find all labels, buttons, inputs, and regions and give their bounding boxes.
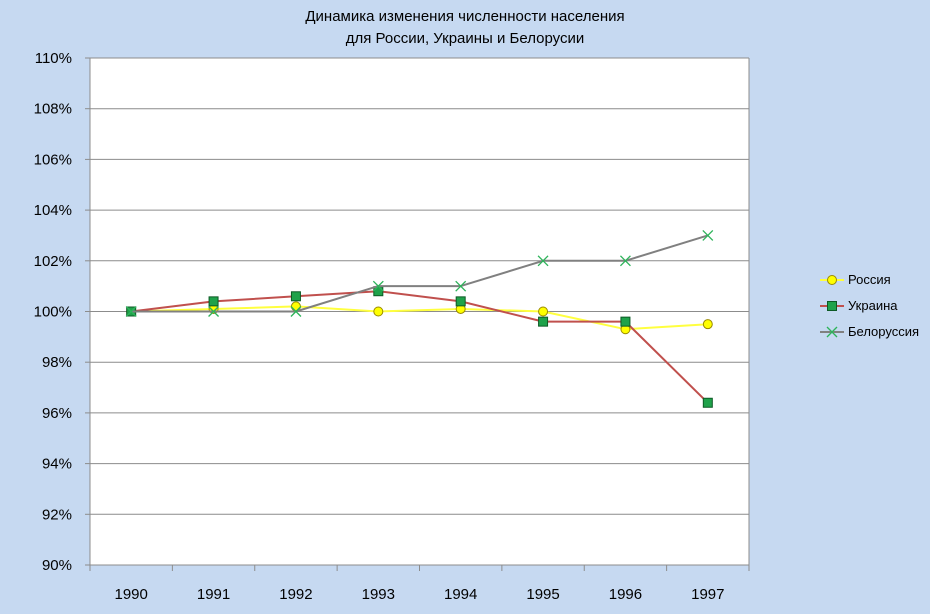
y-tick-label: 106%	[34, 151, 72, 168]
legend: Россия Украина Белоруссия	[820, 272, 919, 339]
legend-swatch-marker	[827, 275, 837, 285]
legend-swatch-marker	[827, 301, 837, 311]
series-3-point	[702, 229, 714, 241]
legend-label: Россия	[848, 272, 891, 287]
series-2-line	[131, 290, 709, 404]
x-tick-label: 1990	[115, 586, 148, 603]
y-tick-label: 92%	[42, 506, 72, 523]
series-1-point	[373, 306, 384, 317]
series-2-point	[620, 316, 631, 327]
series-2-point	[702, 397, 713, 408]
series-3-point	[290, 306, 302, 317]
y-tick-label: 94%	[42, 456, 72, 473]
series-3-line	[131, 234, 709, 313]
x-tick-label: 1991	[197, 586, 230, 603]
series-3-point	[125, 306, 137, 317]
legend-item: Россия	[820, 272, 891, 287]
marker-stroke	[290, 306, 302, 317]
legend-label: Украина	[848, 298, 898, 313]
series-3-point	[619, 255, 631, 267]
legend-label: Белоруссия	[848, 324, 919, 339]
y-axis-tick-labels: 90% 92% 94% 96% 98% 100% 102% 104% 106% 108% 110%	[34, 50, 72, 574]
y-tick-label: 90%	[42, 557, 72, 574]
series-2-point	[455, 296, 466, 307]
y-tick-label: 100%	[34, 304, 72, 321]
series-3-point	[208, 306, 220, 317]
y-tick-label: 102%	[34, 253, 72, 270]
series-3	[125, 229, 714, 317]
y-tick-label: 108%	[34, 101, 72, 118]
chart-title-line-1: Динамика изменения численности населения	[305, 8, 624, 25]
series-1-line	[131, 305, 708, 331]
y-tick-label: 104%	[34, 202, 72, 219]
series-3-point	[372, 280, 384, 292]
x-tick-label: 1992	[279, 586, 312, 603]
legend-item: Белоруссия	[820, 324, 919, 339]
x-tick-label: 1993	[362, 586, 395, 603]
x-tick-label: 1995	[526, 586, 559, 603]
series-1-point	[702, 319, 713, 330]
series-2-point	[208, 296, 219, 307]
series-group	[125, 229, 714, 408]
marker-stroke	[372, 280, 384, 292]
marker-stroke	[125, 306, 137, 317]
marker-stroke	[826, 326, 838, 338]
marker-stroke	[702, 229, 714, 241]
chart-title-line-2: для России, Украины и Белорусии	[346, 30, 585, 47]
x-axis-tick-labels: 1990 1991 1992 1993 1994 1995 1996 1997	[115, 586, 725, 603]
series-1-point	[538, 306, 549, 317]
legend-swatch-marker	[826, 326, 838, 338]
series-2-point	[538, 316, 549, 327]
axes	[85, 57, 750, 571]
series-3-point	[537, 255, 549, 267]
x-tick-label: 1994	[444, 586, 477, 603]
marker-stroke	[619, 255, 631, 267]
legend-item: Украина	[820, 298, 898, 313]
marker-stroke	[455, 280, 467, 292]
x-tick-label: 1996	[609, 586, 642, 603]
x-tick-label: 1997	[691, 586, 724, 603]
marker-stroke	[537, 255, 549, 267]
y-tick-label: 110%	[35, 50, 72, 67]
y-tick-label: 96%	[42, 405, 72, 422]
marker-stroke	[208, 306, 220, 317]
series-3-point	[455, 280, 467, 292]
y-tick-label: 98%	[42, 354, 72, 371]
series-2-point	[290, 291, 301, 302]
